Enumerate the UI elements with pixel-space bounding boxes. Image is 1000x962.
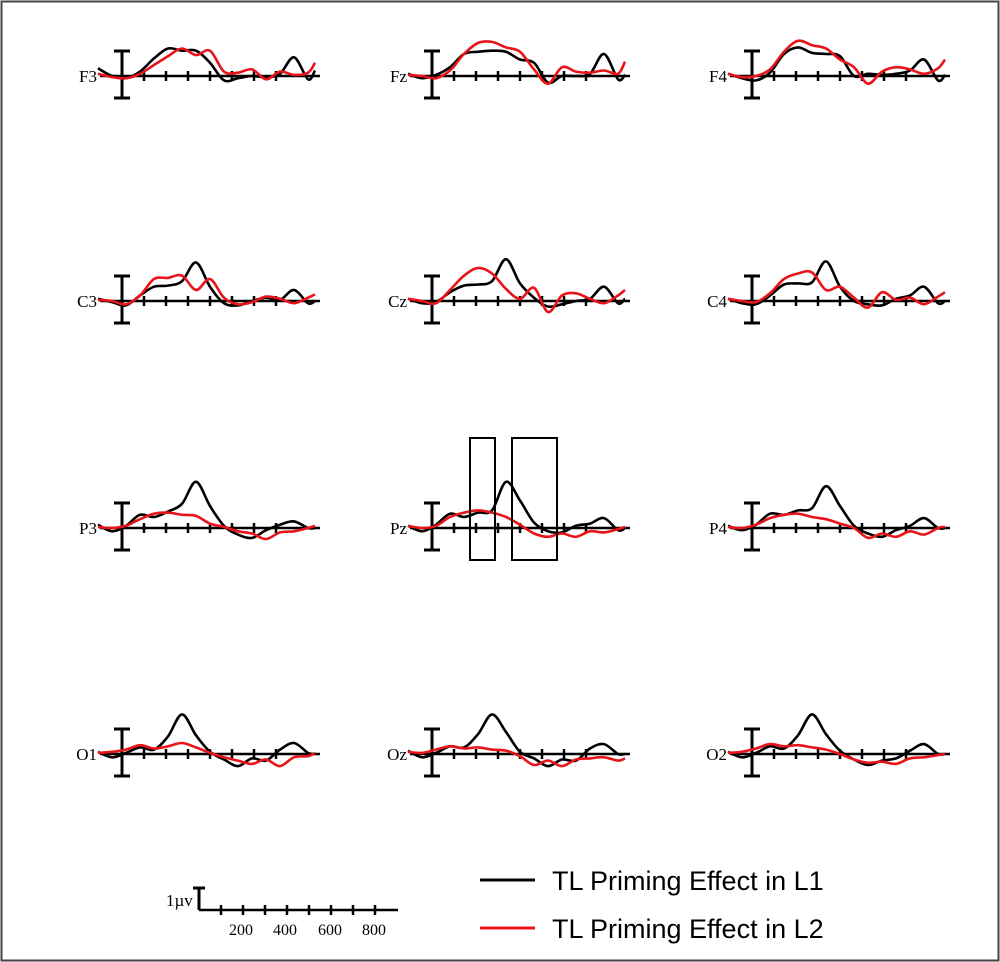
waveform-l1-f4	[727, 46, 946, 83]
waveform-l2-cz	[407, 266, 626, 314]
panel-p3: P3	[79, 480, 320, 552]
scale-bar-tick-label-600: 600	[318, 922, 342, 939]
waveform-l2-f4	[727, 39, 947, 85]
analysis-windows	[469, 437, 558, 561]
panel-f4: F4	[709, 39, 950, 100]
scale-bar-amplitude-label: 1µv	[166, 891, 193, 910]
scale-bar-tick-label-800: 800	[362, 922, 386, 939]
waveform-l2-o2	[727, 742, 946, 766]
electrode-label-o1: O1	[76, 745, 97, 764]
panel-oz: Oz	[387, 713, 630, 778]
panel-o2: O2	[706, 713, 950, 778]
waveform-l1-p4	[727, 484, 946, 539]
electrode-label-fz: Fz	[390, 67, 407, 86]
waveform-l2-c3	[97, 273, 316, 306]
panel-f3: F3	[79, 46, 320, 100]
waveform-l2-p4	[727, 512, 946, 540]
electrode-label-oz: Oz	[387, 745, 407, 764]
legend-label-l1: TL Priming Effect in L1	[552, 866, 824, 896]
panel-c4: C4	[707, 260, 950, 325]
scale-bar-ticks	[219, 905, 377, 915]
analysis-window-early	[469, 437, 496, 561]
waveform-l2-f3	[97, 47, 317, 81]
scale-bar: 1µv 200 400 600 800	[166, 886, 398, 939]
legend: TL Priming Effect in L1 TL Priming Effec…	[480, 866, 824, 944]
electrode-label-o2: O2	[706, 745, 727, 764]
analysis-window-late	[511, 437, 558, 561]
waveform-l1-pz	[407, 480, 626, 535]
waveform-l2-o1	[97, 741, 316, 768]
waveform-l2-fz	[407, 40, 627, 85]
panel-o1: O1	[76, 713, 320, 778]
panel-c3: C3	[77, 261, 320, 325]
electrode-label-p3: P3	[79, 519, 97, 538]
legend-label-l2: TL Priming Effect in L2	[552, 914, 824, 944]
electrode-label-f3: F3	[79, 67, 97, 86]
electrode-label-c4: C4	[707, 292, 727, 311]
panel-p4: P4	[709, 484, 950, 552]
electrode-label-pz: Pz	[390, 519, 407, 538]
electrode-label-c3: C3	[77, 292, 97, 311]
electrode-label-p4: P4	[709, 519, 727, 538]
waveform-l2-c4	[727, 269, 946, 309]
electrode-label-cz: Cz	[388, 292, 407, 311]
panel-cz: Cz	[388, 257, 630, 325]
panel-fz: Fz	[390, 40, 630, 100]
waveform-l2-p3	[97, 511, 316, 541]
waveform-l2-oz	[407, 744, 626, 768]
electrode-label-f4: F4	[709, 67, 727, 86]
scale-bar-tick-label-400: 400	[273, 922, 297, 939]
panel-pz: Pz	[390, 480, 630, 552]
waveform-l2-pz	[407, 509, 626, 539]
waveform-l1-p3	[97, 480, 316, 540]
electrode-panels: F3 Fz F4 C3 Cz C4 P3 Pz P4 O1 Oz O2	[76, 39, 950, 778]
scale-bar-tick-label-200: 200	[229, 922, 253, 939]
waveform-l1-o2	[727, 713, 946, 767]
waveform-l1-fz	[407, 49, 626, 85]
